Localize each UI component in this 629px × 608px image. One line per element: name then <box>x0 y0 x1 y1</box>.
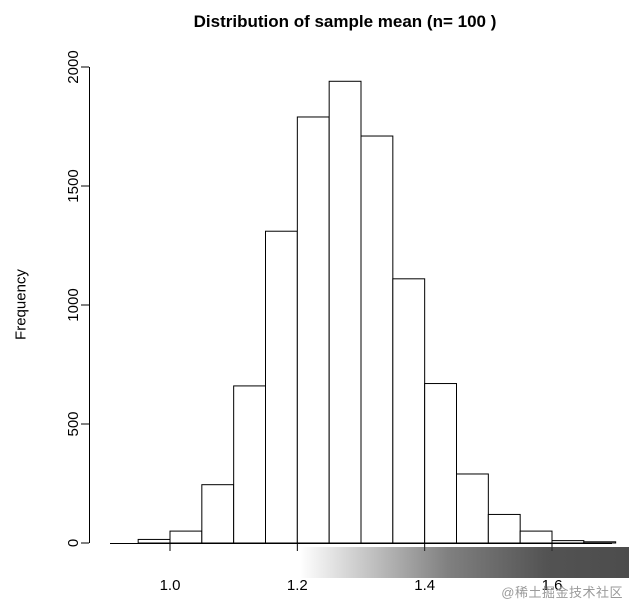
x-tick-label: 1.2 <box>287 577 308 594</box>
y-tick-label: 500 <box>65 411 82 436</box>
x-tick-label: 1.6 <box>542 577 563 594</box>
histogram-bar <box>551 540 585 544</box>
histogram-bar <box>328 80 362 544</box>
y-tick-label: 0 <box>65 539 82 547</box>
y-tick-label: 2000 <box>65 50 82 83</box>
chart-title: Distribution of sample mean (n= 100 ) <box>193 12 497 31</box>
watermark-text: @稀土掘金技术社区 <box>501 585 623 600</box>
histogram-bar <box>392 278 426 544</box>
histogram-bar <box>583 541 617 544</box>
histogram-bar <box>360 135 394 544</box>
y-tick-label: 1500 <box>65 169 82 202</box>
x-tick-label: 1.0 <box>160 577 181 594</box>
x-tick-label: 1.4 <box>414 577 435 594</box>
histogram-bar <box>201 484 235 544</box>
histogram-bar <box>487 513 521 544</box>
histogram-bar <box>265 230 298 544</box>
histogram-bar <box>137 538 171 544</box>
histogram-bar <box>296 116 330 544</box>
histogram-bar <box>424 383 457 544</box>
histogram-bar <box>519 530 553 544</box>
histogram-bar <box>456 473 489 544</box>
histogram-bar <box>169 530 203 544</box>
y-tick-label: 1000 <box>65 288 82 321</box>
histogram-bar <box>233 385 267 544</box>
